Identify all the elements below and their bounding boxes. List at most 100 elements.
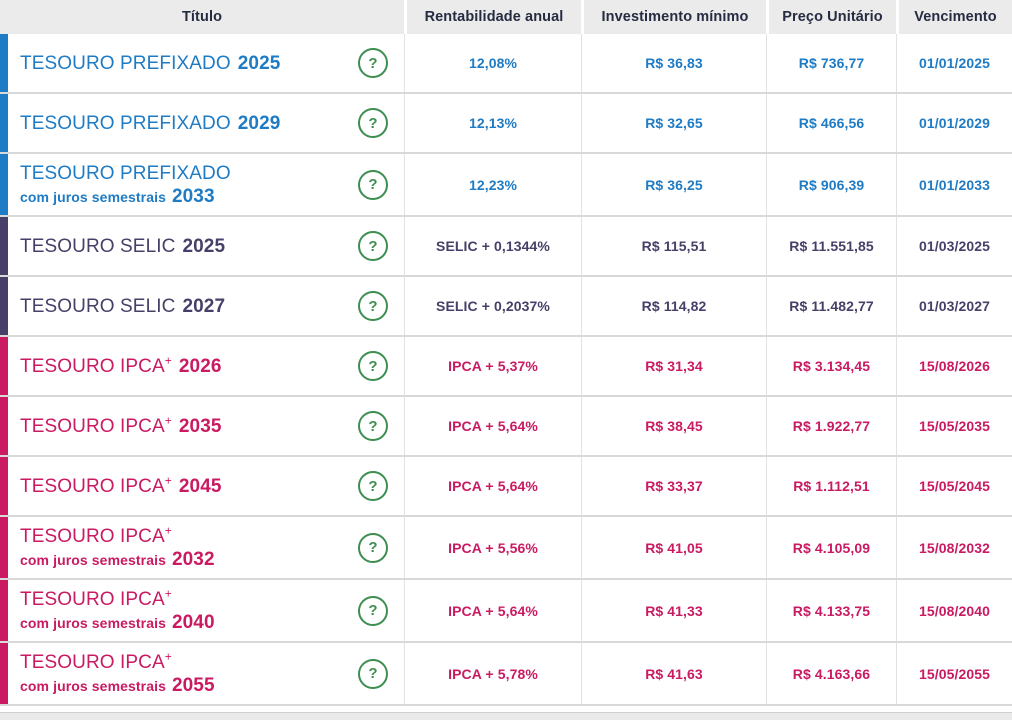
bond-name: TESOURO IPCA <box>20 475 165 497</box>
bond-title: TESOURO IPCA+ 2026 <box>20 354 358 379</box>
unit-price-cell: R$ 11.482,77 <box>766 277 896 335</box>
bond-row[interactable]: TESOURO SELIC 2025 ? SELIC + 0,1344% R$ 1… <box>0 217 1012 277</box>
unit-price-cell: R$ 4.163,66 <box>766 643 896 704</box>
min-investment-cell: R$ 32,65 <box>581 94 766 152</box>
bond-title-line1: TESOURO IPCA+ <box>20 587 358 612</box>
unit-price-cell: R$ 3.134,45 <box>766 337 896 395</box>
help-icon[interactable]: ? <box>358 595 388 626</box>
bond-title-cell: TESOURO SELIC 2027 ? <box>0 277 404 335</box>
table-header: Título Rentabilidade anual Investimento … <box>0 0 1012 34</box>
footer-strip <box>0 712 1012 720</box>
help-icon[interactable]: ? <box>358 351 388 381</box>
bond-row[interactable]: TESOURO IPCA+ com juros semestrais 2040 ?… <box>0 580 1012 643</box>
help-icon[interactable]: ? <box>358 291 388 321</box>
bond-title-line1: TESOURO PREFIXADO 2025 <box>20 51 358 76</box>
bond-title: TESOURO IPCA+ com juros semestrais 2055 <box>20 650 358 697</box>
help-icon[interactable]: ? <box>358 108 388 138</box>
bond-name: TESOURO PREFIXADO <box>20 163 231 184</box>
help-icon[interactable]: ? <box>358 471 388 501</box>
bond-year: 2040 <box>171 612 215 633</box>
bond-row[interactable]: TESOURO IPCA+ com juros semestrais 2032 ?… <box>0 517 1012 580</box>
question-mark-glyph: ? <box>368 602 378 619</box>
bond-subtitle: com juros semestrais <box>20 678 166 694</box>
bond-year: 2045 <box>178 475 222 497</box>
help-icon[interactable]: ? <box>358 411 388 441</box>
bond-title: TESOURO SELIC 2025 <box>20 234 358 259</box>
bond-title-line1: TESOURO IPCA+ <box>20 524 358 549</box>
table-body: TESOURO PREFIXADO 2025 ? 12,08% R$ 36,83 … <box>0 34 1012 706</box>
ipca-plus-superscript: + <box>164 649 172 664</box>
bond-row[interactable]: TESOURO SELIC 2027 ? SELIC + 0,2037% R$ 1… <box>0 277 1012 337</box>
bond-row[interactable]: TESOURO IPCA+ 2035 ? IPCA + 5,64% R$ 38,4… <box>0 397 1012 457</box>
bond-year: 2027 <box>182 295 226 317</box>
bond-year: 2032 <box>171 549 215 570</box>
help-icon[interactable]: ? <box>358 169 388 200</box>
min-investment-cell: R$ 33,37 <box>581 457 766 515</box>
bond-title-cell: TESOURO IPCA+ com juros semestrais 2055 ? <box>0 643 404 704</box>
maturity-cell: 01/01/2029 <box>896 94 1012 152</box>
bond-title-line2: com juros semestrais 2033 <box>20 186 358 208</box>
annual-return-cell: IPCA + 5,78% <box>404 643 581 704</box>
question-mark-glyph: ? <box>368 665 378 682</box>
bond-subtitle: com juros semestrais <box>20 552 166 568</box>
bond-accent-bar <box>0 643 8 704</box>
bond-title: TESOURO IPCA+ com juros semestrais 2040 <box>20 587 358 634</box>
annual-return-cell: IPCA + 5,56% <box>404 517 581 578</box>
annual-return-cell: 12,08% <box>404 34 581 92</box>
bond-accent-bar <box>0 34 8 92</box>
bond-row[interactable]: TESOURO IPCA+ com juros semestrais 2055 ?… <box>0 643 1012 706</box>
help-icon[interactable]: ? <box>358 532 388 563</box>
help-icon[interactable]: ? <box>358 658 388 689</box>
help-icon[interactable]: ? <box>358 231 388 261</box>
bond-row[interactable]: TESOURO PREFIXADO 2029 ? 12,13% R$ 32,65 … <box>0 94 1012 154</box>
bond-year: 2055 <box>171 675 215 696</box>
column-header-rentabilidade-anual: Rentabilidade anual <box>404 0 581 34</box>
bond-row[interactable]: TESOURO PREFIXADO com juros semestrais 20… <box>0 154 1012 217</box>
unit-price-cell: R$ 1.922,77 <box>766 397 896 455</box>
question-mark-glyph: ? <box>368 477 378 495</box>
bond-title: TESOURO PREFIXADO 2025 <box>20 51 358 76</box>
maturity-cell: 01/03/2025 <box>896 217 1012 275</box>
question-mark-glyph: ? <box>368 176 378 193</box>
bond-title: TESOURO IPCA+ 2035 <box>20 414 358 439</box>
bond-title-cell: TESOURO IPCA+ com juros semestrais 2040 ? <box>0 580 404 641</box>
ipca-plus-superscript: + <box>164 586 172 601</box>
min-investment-cell: R$ 41,33 <box>581 580 766 641</box>
bond-title-line1: TESOURO IPCA+ 2045 <box>20 474 358 499</box>
question-mark-glyph: ? <box>368 237 378 255</box>
maturity-cell: 01/01/2025 <box>896 34 1012 92</box>
bond-accent-bar <box>0 337 8 395</box>
bond-name: TESOURO IPCA <box>20 355 165 377</box>
bond-accent-bar <box>0 580 8 641</box>
bond-title-line1: TESOURO IPCA+ 2035 <box>20 414 358 439</box>
bond-title-line1: TESOURO SELIC 2027 <box>20 294 358 319</box>
bond-row[interactable]: TESOURO PREFIXADO 2025 ? 12,08% R$ 36,83 … <box>0 34 1012 94</box>
unit-price-cell: R$ 4.133,75 <box>766 580 896 641</box>
help-icon[interactable]: ? <box>358 48 388 78</box>
bond-accent-bar <box>0 94 8 152</box>
annual-return-cell: IPCA + 5,64% <box>404 397 581 455</box>
bond-title-cell: TESOURO IPCA+ com juros semestrais 2032 ? <box>0 517 404 578</box>
bond-accent-bar <box>0 457 8 515</box>
annual-return-cell: SELIC + 0,2037% <box>404 277 581 335</box>
unit-price-cell: R$ 1.112,51 <box>766 457 896 515</box>
column-header-preco-unitario: Preço Unitário <box>766 0 896 34</box>
bond-row[interactable]: TESOURO IPCA+ 2026 ? IPCA + 5,37% R$ 31,3… <box>0 337 1012 397</box>
bond-row[interactable]: TESOURO IPCA+ 2045 ? IPCA + 5,64% R$ 33,3… <box>0 457 1012 517</box>
bond-title: TESOURO IPCA+ 2045 <box>20 474 358 499</box>
maturity-cell: 01/03/2027 <box>896 277 1012 335</box>
bond-title: TESOURO SELIC 2027 <box>20 294 358 319</box>
bond-name: TESOURO IPCA <box>20 526 165 547</box>
bond-title-line1: TESOURO IPCA+ <box>20 650 358 675</box>
question-mark-glyph: ? <box>368 417 378 435</box>
ipca-plus-superscript: + <box>164 473 172 488</box>
column-header-investimento-minimo: Investimento mínimo <box>581 0 766 34</box>
annual-return-cell: IPCA + 5,64% <box>404 457 581 515</box>
ipca-plus-superscript: + <box>164 413 172 428</box>
unit-price-cell: R$ 4.105,09 <box>766 517 896 578</box>
bond-title-line2: com juros semestrais 2055 <box>20 675 358 697</box>
bond-year: 2035 <box>178 415 222 437</box>
annual-return-cell: 12,13% <box>404 94 581 152</box>
bond-accent-bar <box>0 217 8 275</box>
